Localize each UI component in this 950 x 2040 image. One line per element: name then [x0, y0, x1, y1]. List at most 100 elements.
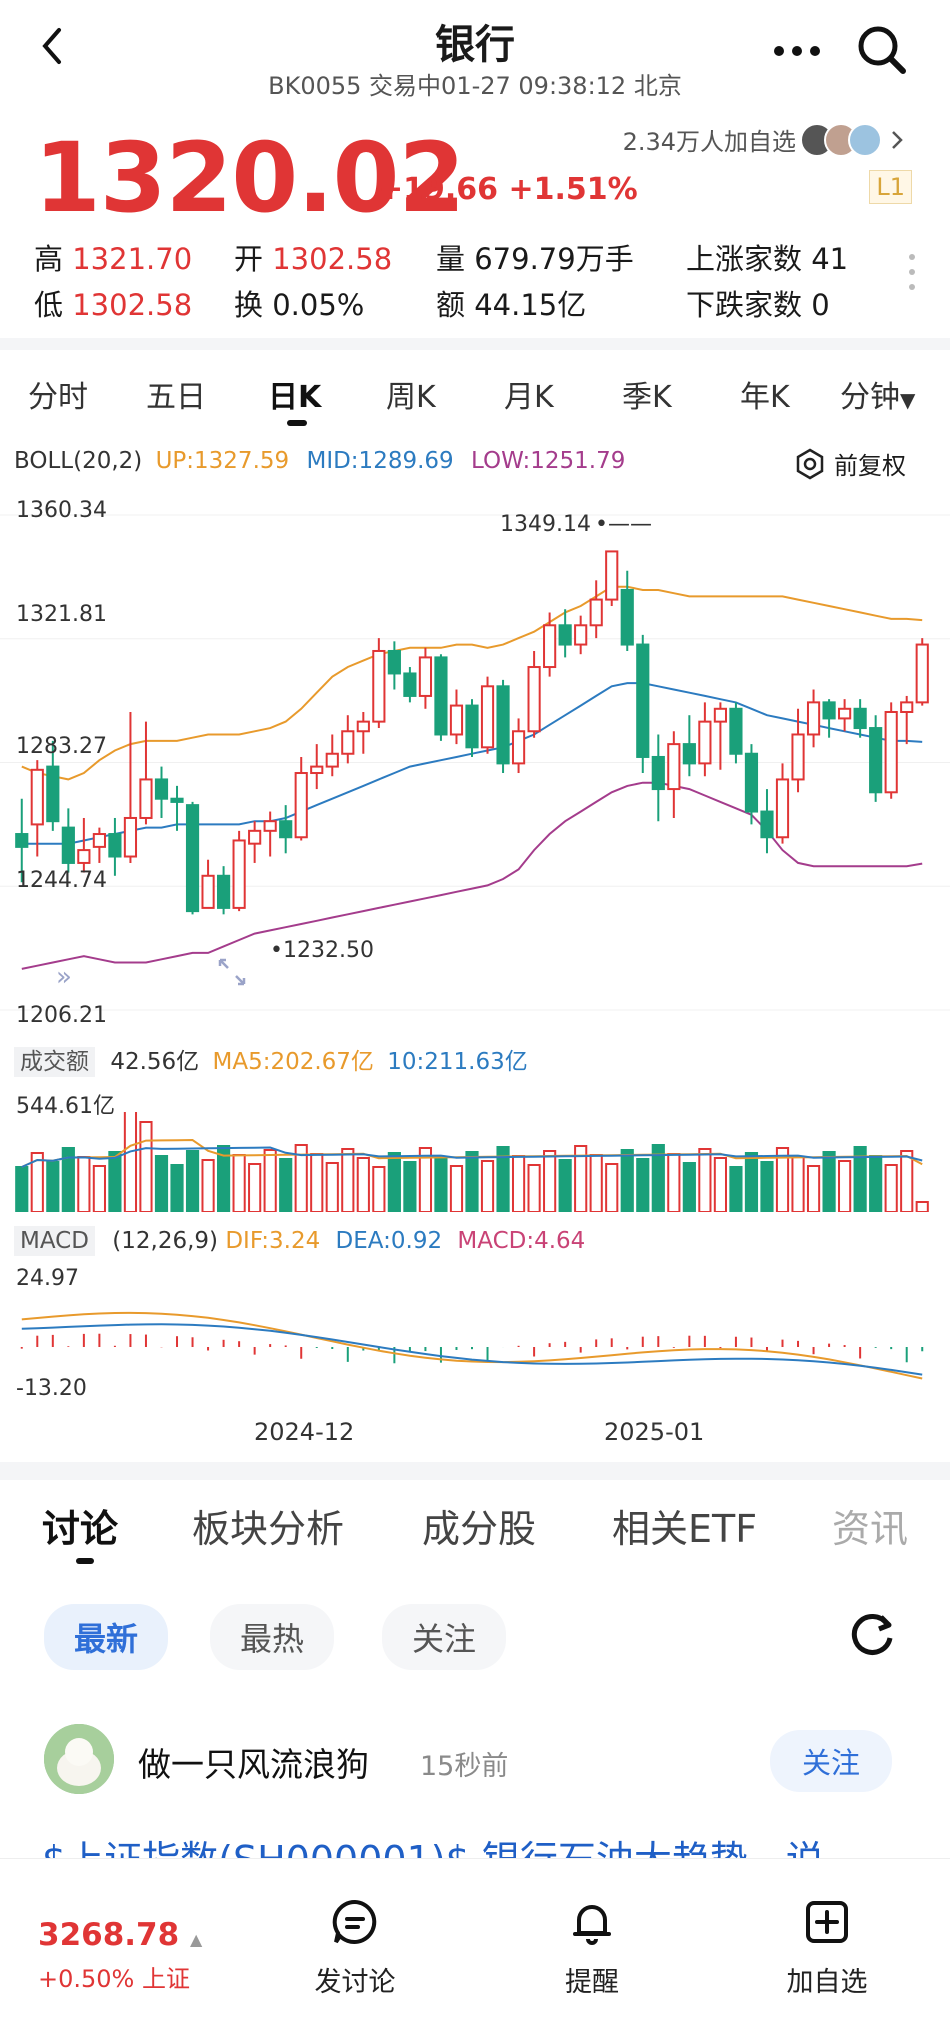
volume-bar [201, 1159, 215, 1212]
candle-body [869, 727, 883, 794]
tab-quarterly-k[interactable]: 季K [622, 380, 672, 415]
filter-latest[interactable]: 最新 [44, 1604, 169, 1670]
candle-body [449, 704, 464, 736]
tab-intraday[interactable]: 分时 [28, 380, 88, 415]
refresh-button[interactable] [842, 1604, 902, 1664]
high-annotation: 1349.14 •—— [500, 512, 652, 537]
volume-bar [465, 1151, 479, 1212]
stat-value: 1321.70 [72, 242, 193, 276]
volume-bar [248, 1163, 262, 1212]
macd-dif: DIF:3.24 [225, 1228, 321, 1254]
tab-daily-k[interactable]: 日K [268, 380, 322, 415]
avatar[interactable] [44, 1724, 114, 1794]
date-axis-label: 2025-01 [604, 1418, 705, 1446]
volume-bar [170, 1164, 184, 1212]
action-label: 加自选 [786, 1967, 868, 1998]
candle-body [434, 656, 448, 736]
candle-body [185, 804, 200, 913]
fast-forward-icon[interactable]: » [56, 962, 72, 992]
volume-bar [154, 1155, 169, 1212]
volume-bar [744, 1152, 759, 1212]
tab-weekly-k[interactable]: 周K [386, 380, 436, 415]
volume-bar [372, 1166, 386, 1212]
candlestick-chart[interactable] [0, 495, 950, 1025]
stat-up-count: 上涨家数 41 [686, 236, 848, 278]
tab-sector-analysis[interactable]: 板块分析 [192, 1507, 345, 1551]
filter-following[interactable]: 关注 [382, 1604, 507, 1670]
candle-body [356, 720, 370, 733]
low-annotation: •1232.50 [270, 938, 374, 963]
candle-body [682, 743, 696, 765]
tab-discussion[interactable]: 讨论 [42, 1507, 119, 1551]
candle-body [139, 778, 153, 819]
candle-body [217, 874, 231, 909]
tab-active-indicator [76, 1558, 94, 1564]
index-ticker[interactable]: 3268.78 ▲ +0.50% 上证 [38, 1917, 202, 1994]
tab-constituents[interactable]: 成分股 [422, 1507, 537, 1551]
stat-value: 0 [811, 288, 830, 322]
stat-value: 679.79万手 [474, 242, 634, 276]
stat-label: 下跌家数 [686, 288, 803, 322]
volume-bar [232, 1154, 246, 1212]
tab-related-etf[interactable]: 相关ETF [612, 1507, 758, 1551]
followers-row[interactable]: 2.34万人加自选 [623, 122, 904, 157]
volume-bar [46, 1161, 60, 1212]
chat-icon [332, 1899, 377, 1944]
post-discussion-button[interactable]: 发讨论 [300, 1897, 410, 1999]
boll-mid: MID:1289.69 [306, 448, 454, 474]
candle-body [791, 733, 805, 781]
volume-bar [263, 1149, 277, 1212]
more-button[interactable] [765, 26, 829, 76]
volume-bar [279, 1158, 293, 1212]
candle-body [651, 755, 665, 791]
back-button[interactable] [24, 18, 80, 74]
tab-yearly-k[interactable]: 年K [740, 380, 790, 415]
volume-bar [869, 1155, 883, 1212]
stat-down-count: 下跌家数 0 [686, 282, 830, 324]
candle-body [605, 550, 619, 601]
adjust-toggle[interactable]: 前复权 [794, 446, 906, 481]
alert-button[interactable]: 提醒 [537, 1897, 647, 1999]
tab-monthly-k[interactable]: 月K [504, 380, 554, 415]
volume-bar [651, 1144, 665, 1212]
candle-body [574, 624, 588, 646]
volume-bar [543, 1150, 557, 1212]
post-author[interactable]: 做一只风流浪狗 [138, 1745, 369, 1784]
candle-body [496, 685, 510, 765]
action-label: 发讨论 [314, 1967, 396, 1998]
expand-icon[interactable] [212, 952, 252, 992]
volume-bar [341, 1148, 355, 1212]
candle-body [248, 829, 262, 845]
candle-body [341, 730, 355, 755]
volume-bar [853, 1146, 867, 1212]
volume-value: 42.56亿 [110, 1049, 200, 1075]
stat-open: 开 1302.58 [234, 236, 392, 278]
low-value: 1232.50 [282, 938, 374, 963]
add-watchlist-button[interactable]: 加自选 [772, 1897, 882, 1999]
volume-bar [698, 1148, 712, 1212]
candle-body [15, 833, 29, 848]
volume-bar [403, 1161, 417, 1212]
tab-news[interactable]: 资讯 [832, 1507, 909, 1551]
volume-axis-max: 544.61亿 [16, 1094, 115, 1119]
vertical-more-icon[interactable] [908, 252, 916, 292]
candle-body [543, 624, 557, 669]
volume-bar [496, 1146, 510, 1212]
avatar [848, 122, 882, 157]
macd-chart [20, 1311, 924, 1380]
macd-dea-line [21, 1323, 923, 1376]
search-button[interactable] [850, 18, 914, 82]
volume-bar [325, 1162, 339, 1212]
candle-body [729, 707, 743, 755]
tab-five-day[interactable]: 五日 [146, 380, 206, 415]
candle-body [744, 752, 759, 813]
stat-value: 1302.58 [72, 288, 193, 322]
candle-body [806, 701, 821, 736]
candle-body [822, 701, 836, 720]
boll-up: UP:1327.59 [155, 448, 290, 474]
candle-body [232, 839, 246, 909]
tab-minute[interactable]: 分钟▼ [840, 372, 915, 416]
filter-hot[interactable]: 最热 [210, 1604, 335, 1670]
volume-bar [185, 1150, 200, 1212]
follow-button[interactable]: 关注 [770, 1730, 893, 1792]
